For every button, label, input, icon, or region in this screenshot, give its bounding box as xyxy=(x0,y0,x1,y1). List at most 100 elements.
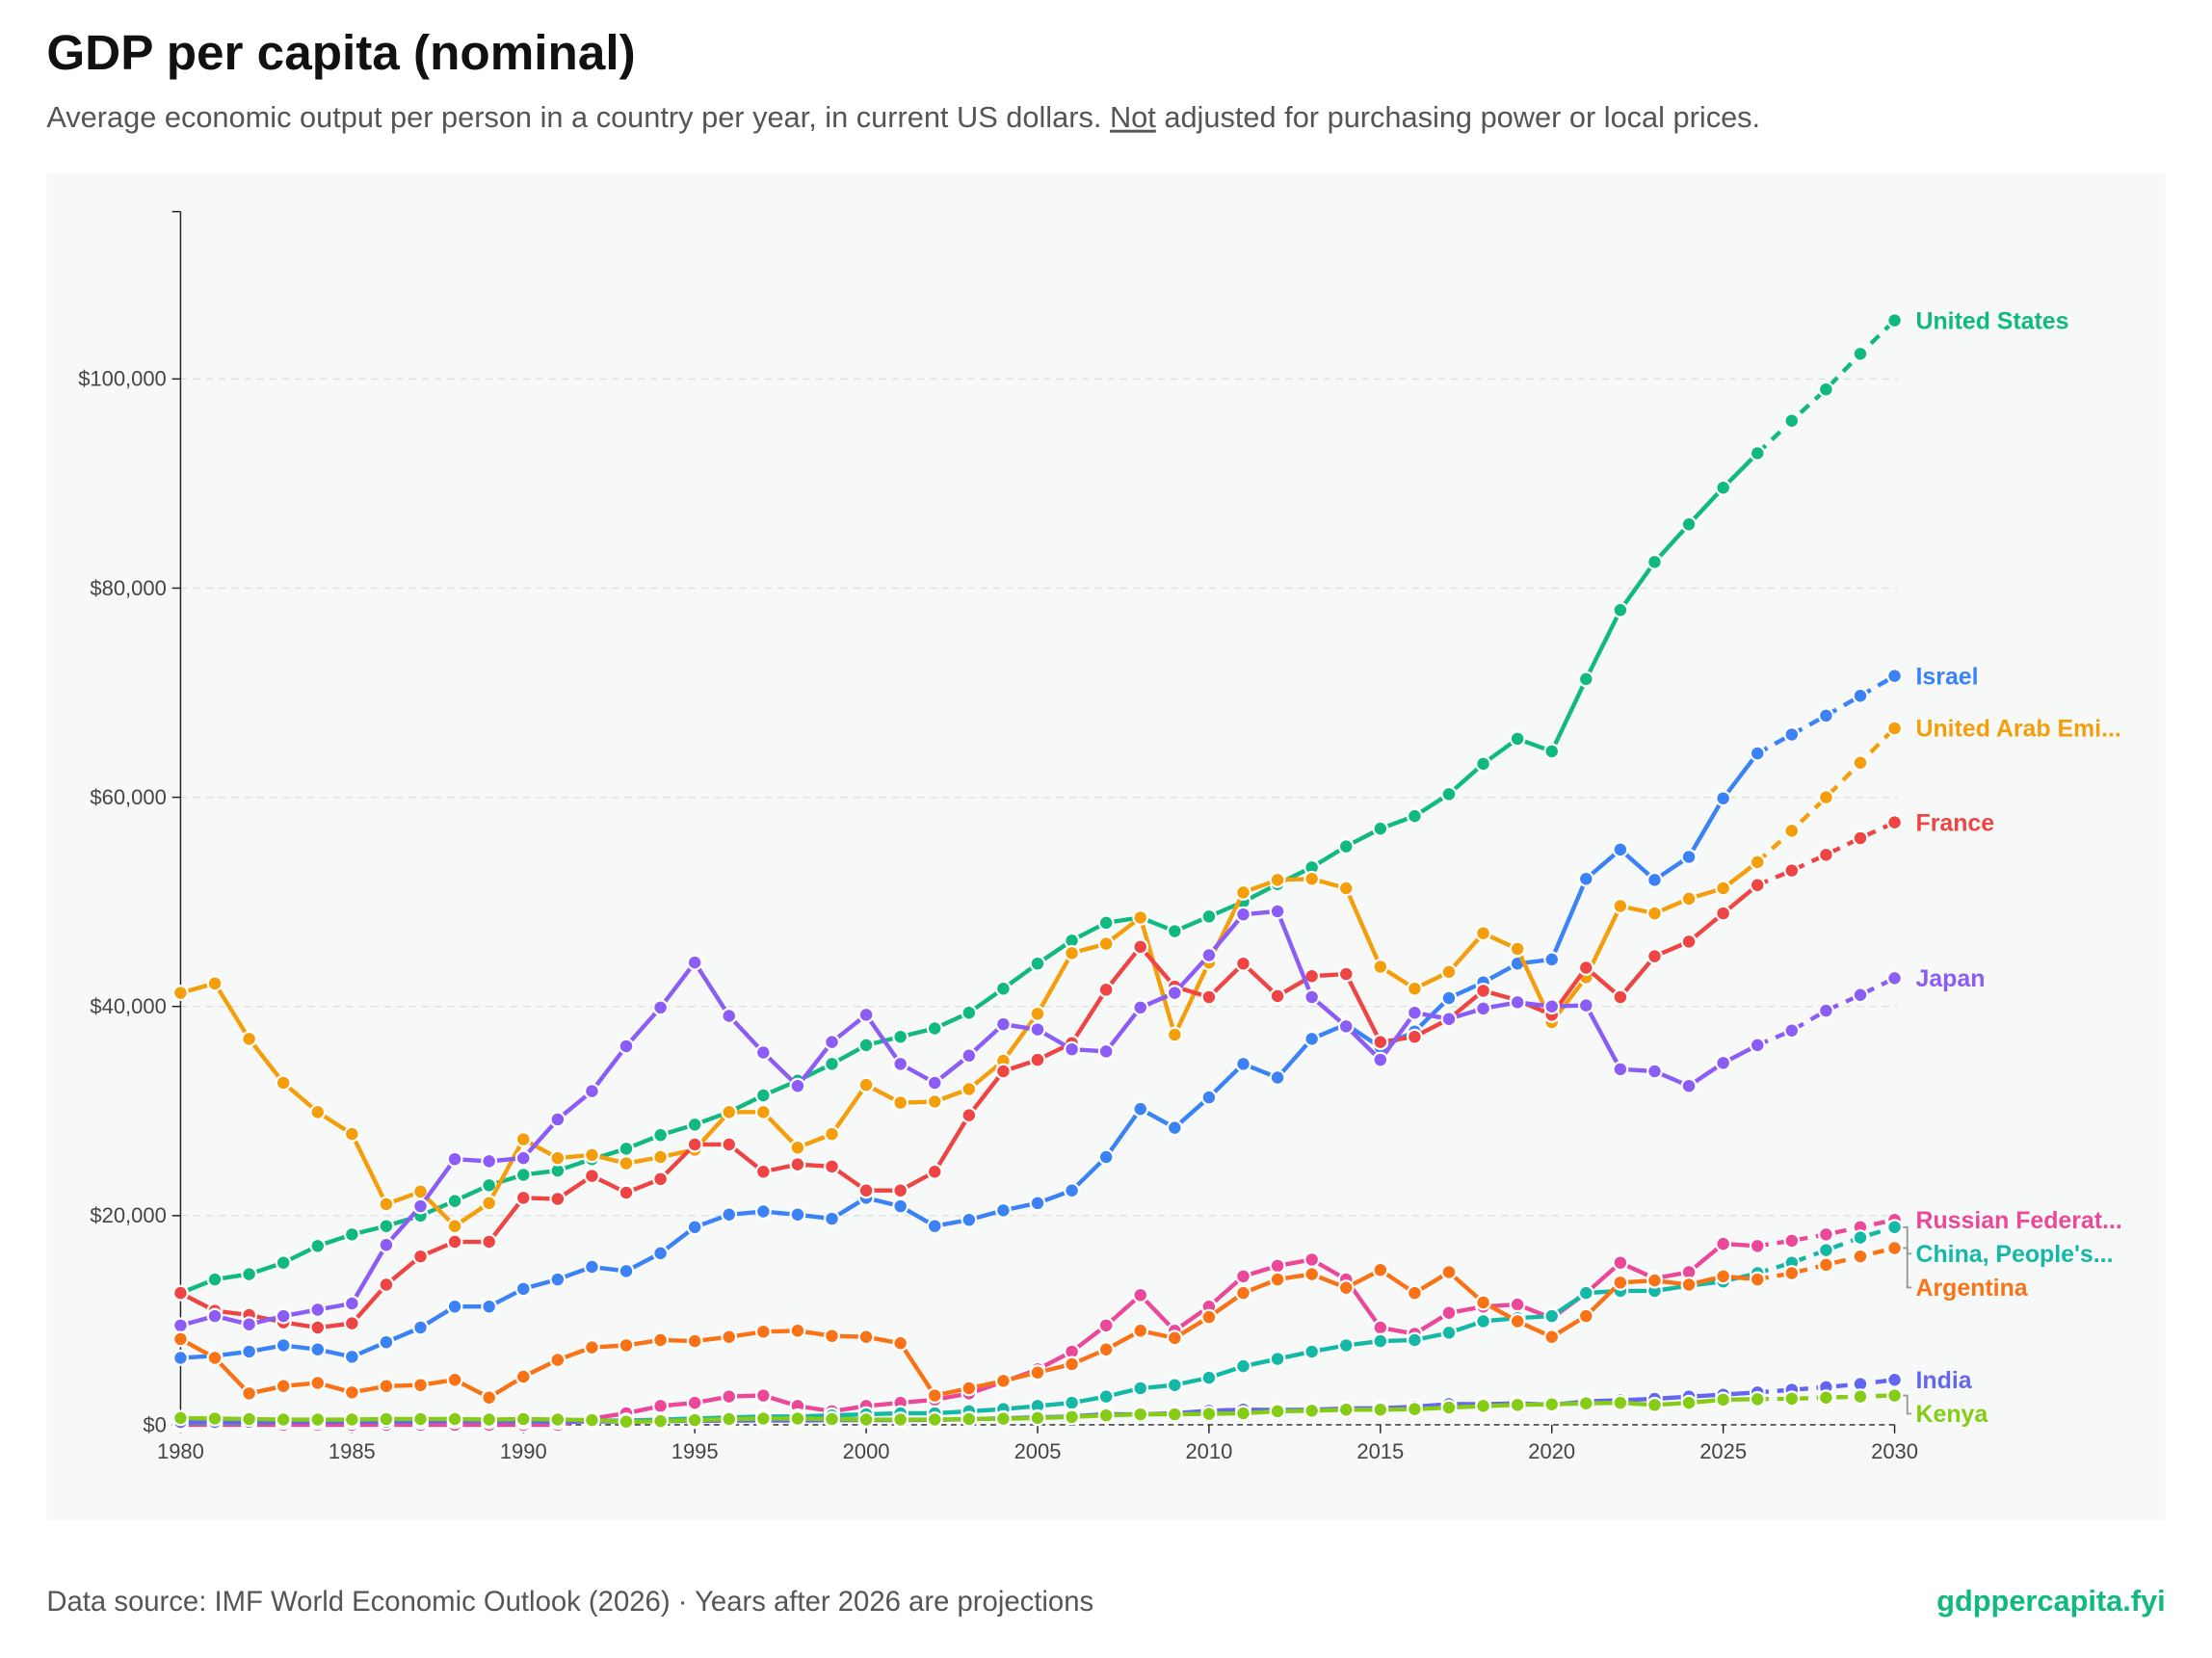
data-point xyxy=(1440,1011,1458,1028)
data-point xyxy=(343,1315,360,1332)
x-tick-label: 1990 xyxy=(500,1439,547,1463)
data-point xyxy=(1783,726,1801,743)
data-point xyxy=(618,1262,635,1279)
data-point xyxy=(961,1107,978,1124)
data-point xyxy=(926,1074,943,1092)
data-point xyxy=(1269,1271,1286,1288)
data-point xyxy=(1680,1394,1698,1411)
data-point xyxy=(754,1103,772,1120)
data-point xyxy=(1646,871,1663,888)
data-point xyxy=(1577,1307,1594,1325)
brand-link[interactable]: gdppercapita.fyi xyxy=(1936,1585,2166,1619)
data-point xyxy=(892,1197,909,1215)
data-point xyxy=(1304,1030,1321,1047)
data-point xyxy=(481,1195,498,1212)
data-point xyxy=(1886,668,1903,685)
data-point xyxy=(1817,846,1834,863)
data-point xyxy=(378,1276,395,1293)
series-label: India xyxy=(1916,1367,1972,1394)
data-point xyxy=(652,1397,670,1414)
data-point xyxy=(378,1236,395,1253)
data-point xyxy=(1097,1341,1115,1358)
data-point xyxy=(446,1298,463,1315)
data-point xyxy=(1337,1279,1355,1297)
data-point xyxy=(1064,1182,1080,1199)
data-point xyxy=(652,1126,670,1144)
data-point xyxy=(1475,1294,1491,1311)
data-point xyxy=(1715,1054,1732,1071)
data-point xyxy=(1406,1331,1423,1349)
data-point xyxy=(1749,854,1766,871)
data-point xyxy=(1886,312,1903,329)
data-point xyxy=(1166,1406,1183,1423)
data-point xyxy=(1064,1394,1080,1411)
data-point xyxy=(961,1081,978,1097)
data-point xyxy=(857,1411,875,1428)
data-point xyxy=(652,1331,670,1349)
data-point xyxy=(412,1377,429,1394)
data-point xyxy=(1440,1324,1458,1341)
data-point xyxy=(1783,1232,1801,1250)
data-point xyxy=(1817,1389,1834,1407)
data-point xyxy=(514,1131,532,1147)
data-point xyxy=(824,1055,840,1072)
y-tick-label: $20,000 xyxy=(90,1203,166,1227)
data-point xyxy=(1612,1394,1629,1411)
data-point xyxy=(309,1411,327,1428)
data-point xyxy=(172,985,189,1002)
data-point xyxy=(1200,1406,1218,1422)
data-point xyxy=(1440,1399,1458,1416)
plot-background xyxy=(46,173,2166,1521)
data-point xyxy=(309,1375,327,1391)
data-point xyxy=(1817,789,1834,806)
y-tick-label: $0 xyxy=(143,1412,166,1436)
data-point xyxy=(1680,933,1698,950)
data-point xyxy=(1029,1005,1046,1022)
y-tick-label: $80,000 xyxy=(90,576,166,600)
data-point xyxy=(1304,1343,1321,1360)
data-point xyxy=(1337,1401,1355,1418)
data-point xyxy=(754,1044,772,1061)
data-point xyxy=(1475,755,1491,773)
x-tick-label: 2030 xyxy=(1871,1439,1918,1463)
data-point xyxy=(1132,1406,1149,1423)
data-point xyxy=(1817,381,1834,398)
data-point xyxy=(1715,1391,1732,1408)
data-point xyxy=(514,1368,532,1385)
data-point xyxy=(1132,1380,1149,1397)
data-point xyxy=(172,1284,189,1302)
data-point xyxy=(343,1125,360,1143)
data-point xyxy=(1200,908,1218,925)
data-point xyxy=(1886,720,1903,737)
subtitle-text-end: adjusted for purchasing power or local p… xyxy=(1155,101,1761,135)
data-point xyxy=(1440,989,1458,1007)
series-label: United Arab Emi... xyxy=(1916,716,2121,743)
data-point xyxy=(584,1339,600,1356)
data-point xyxy=(926,1163,943,1180)
data-point xyxy=(618,1413,635,1431)
data-point xyxy=(824,1034,840,1051)
data-point xyxy=(1372,1261,1389,1278)
x-tick-label: 2025 xyxy=(1699,1439,1747,1463)
data-point xyxy=(549,1352,566,1369)
data-point xyxy=(1269,1403,1286,1420)
data-point xyxy=(481,1176,498,1194)
data-point xyxy=(1715,1235,1732,1252)
data-point xyxy=(1646,1396,1663,1413)
data-point xyxy=(1646,553,1663,570)
data-point xyxy=(1612,898,1629,914)
data-point xyxy=(1132,909,1149,926)
y-tick-label: $40,000 xyxy=(90,994,166,1018)
series-label: Kenya xyxy=(1916,1401,1988,1428)
data-point xyxy=(1097,1317,1115,1334)
data-point xyxy=(1749,1037,1766,1054)
data-point xyxy=(961,1004,978,1021)
data-point xyxy=(1406,1004,1423,1021)
data-point xyxy=(1372,820,1389,837)
data-point xyxy=(721,1329,738,1346)
data-point xyxy=(721,1388,738,1406)
data-point xyxy=(1749,745,1766,762)
data-point xyxy=(721,1136,738,1153)
